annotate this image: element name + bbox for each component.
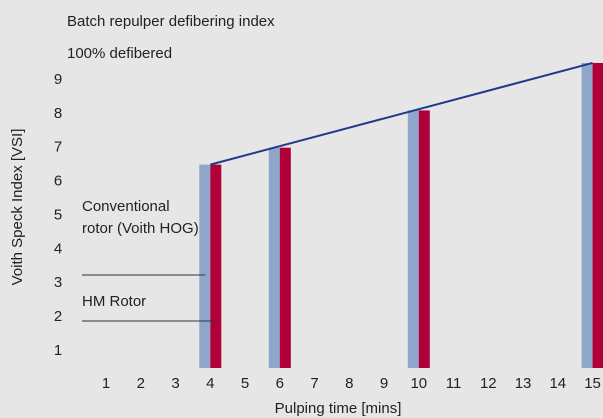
y-tick-label: 9 (54, 71, 62, 88)
bar (210, 164, 222, 368)
legend-label: HM Rotor (82, 293, 147, 310)
y-axis-label: Voith Speck Index [VSI] (9, 129, 26, 286)
x-tick-label: 9 (380, 375, 388, 392)
x-axis-label: Pulping time [mins] (275, 400, 402, 417)
y-tick-label: 4 (54, 240, 62, 257)
bar (407, 110, 419, 369)
bar (418, 110, 430, 369)
y-tick-label: 8 (54, 105, 62, 122)
x-tick-label: 2 (137, 375, 145, 392)
bar (199, 164, 211, 368)
legend-label: Conventional rotor (Voith HOG) (82, 198, 199, 237)
x-tick-label: 11 (446, 375, 462, 392)
bar (592, 62, 603, 369)
bar (279, 147, 291, 368)
x-tick-label: 5 (241, 375, 249, 392)
x-tick-label: 7 (310, 375, 318, 392)
y-tick-label: 2 (54, 308, 62, 325)
y-tick-label: 5 (54, 206, 62, 223)
y-tick-label: 6 (54, 173, 62, 190)
trend-line (210, 61, 593, 166)
bar (581, 62, 593, 369)
chart-title: Batch repulper defibering index (67, 13, 275, 30)
bar (268, 147, 280, 368)
x-tick-label: 10 (410, 375, 427, 392)
x-tick-label: 15 (584, 375, 601, 392)
y-tick-label: 3 (54, 274, 62, 291)
x-tick-label: 8 (345, 375, 353, 392)
annotation: 100% defibered (67, 45, 172, 62)
x-tick-label: 4 (206, 375, 214, 392)
y-tick-label: 1 (54, 342, 62, 359)
x-tick-label: 1 (102, 375, 110, 392)
x-tick-label: 6 (276, 375, 284, 392)
x-tick-label: 3 (171, 375, 179, 392)
x-tick-label: 14 (549, 375, 566, 392)
y-tick-label: 7 (54, 139, 62, 156)
x-tick-label: 13 (515, 375, 532, 392)
x-tick-label: 12 (480, 375, 497, 392)
